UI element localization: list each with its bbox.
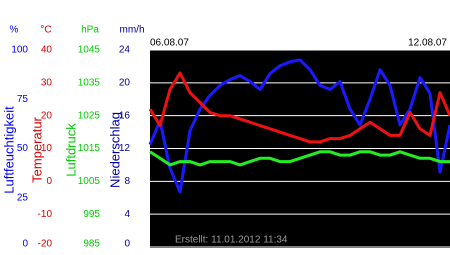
axis-title: Temperatur	[29, 116, 44, 182]
y-tick-label: 25	[17, 192, 29, 203]
y-tick-label: 20	[41, 110, 53, 121]
axis-unit: hPa	[81, 25, 99, 36]
y-tick-label: 1015	[78, 143, 101, 154]
y-tick-label: 1005	[78, 176, 101, 187]
series-line	[148, 58, 450, 194]
y-tick-label: 30	[41, 77, 53, 88]
axis-title: Niederschlag	[107, 112, 122, 188]
y-tick-label: 1035	[78, 77, 101, 88]
y-tick-label: -10	[38, 209, 53, 220]
axis-unit: mm/h	[120, 25, 145, 36]
axis-title: Luftfeuchtigkeit	[1, 106, 16, 194]
axis-unit: %	[10, 25, 19, 36]
axis-unit: °C	[40, 25, 51, 36]
y-tick-label: 995	[83, 209, 100, 220]
y-tick-label: 10	[41, 143, 53, 154]
axis-title: Luftdruck	[63, 123, 78, 177]
y-tick-label: 16	[119, 110, 131, 121]
y-tick-label: 0	[46, 176, 52, 187]
footer: Erstellt: 11.01.2012 11:34	[175, 235, 288, 246]
y-tick-label: 12	[119, 143, 131, 154]
y-tick-label: 8	[124, 176, 130, 187]
series-line	[149, 150, 450, 167]
series-line	[148, 71, 450, 144]
y-tick-label: 100	[11, 45, 28, 56]
y-tick-label: 1045	[78, 45, 101, 56]
y-tick-label: -20	[38, 239, 53, 250]
y-tick-label: 75	[17, 94, 29, 105]
y-tick-label: 4	[124, 209, 130, 220]
y-tick-label: 985	[83, 239, 100, 250]
start-date: 06.08.07	[150, 38, 189, 49]
end-date: 12.08.07	[408, 38, 447, 49]
y-tick-label: 20	[119, 77, 131, 88]
y-tick-label: 1025	[78, 110, 101, 121]
y-tick-label: 24	[119, 45, 131, 56]
y-tick-label: 50	[17, 143, 29, 154]
y-tick-label: 40	[41, 45, 53, 56]
y-tick-label: 0	[124, 239, 130, 250]
y-tick-label: 0	[22, 239, 28, 250]
